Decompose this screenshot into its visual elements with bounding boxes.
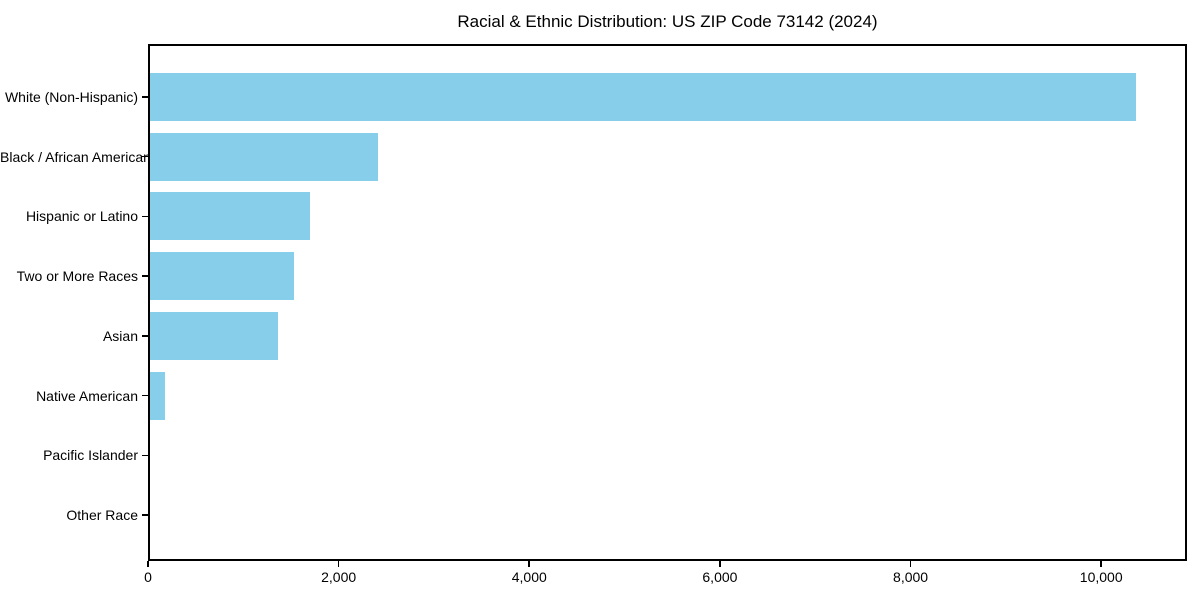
x-tick-mark [1100, 561, 1102, 567]
chart-title: Racial & Ethnic Distribution: US ZIP Cod… [457, 12, 878, 31]
y-tick-mark [142, 155, 148, 158]
x-tick-mark [909, 561, 912, 567]
y-tick-mark [142, 215, 148, 218]
y-tick-mark [142, 275, 148, 277]
x-tick-mark [528, 561, 531, 567]
category-label: Two or More Races [16, 268, 138, 285]
x-tick-label: 4,000 [511, 569, 547, 585]
x-tick-label: 6,000 [702, 569, 738, 585]
x-tick-label: 2,000 [321, 569, 357, 585]
bar [148, 72, 1137, 121]
x-tick-mark [337, 561, 340, 567]
category-label: Pacific Islander [43, 447, 138, 464]
bar [148, 132, 379, 181]
y-tick-mark [142, 96, 148, 98]
x-tick-mark [147, 561, 149, 567]
y-tick-mark [142, 335, 148, 337]
bar [148, 192, 311, 241]
x-tick-label: 0 [144, 569, 152, 585]
category-label: Asian [102, 327, 138, 344]
x-tick-label: 10,000 [1079, 569, 1123, 585]
category-label: White (Non-Hispanic) [4, 88, 138, 105]
bar [148, 252, 294, 301]
y-tick-mark [142, 454, 148, 457]
category-label: Black / African American [0, 148, 151, 165]
plot-area [148, 44, 1187, 561]
category-label: Other Race [66, 507, 138, 524]
y-tick-mark [142, 394, 148, 397]
category-label: Native American [36, 387, 138, 404]
bar [148, 311, 278, 360]
category-label: Hispanic or Latino [25, 208, 138, 225]
x-tick-label: 8,000 [893, 569, 929, 585]
bar [148, 371, 165, 420]
y-tick-mark [142, 514, 148, 516]
x-tick-mark [719, 561, 721, 567]
